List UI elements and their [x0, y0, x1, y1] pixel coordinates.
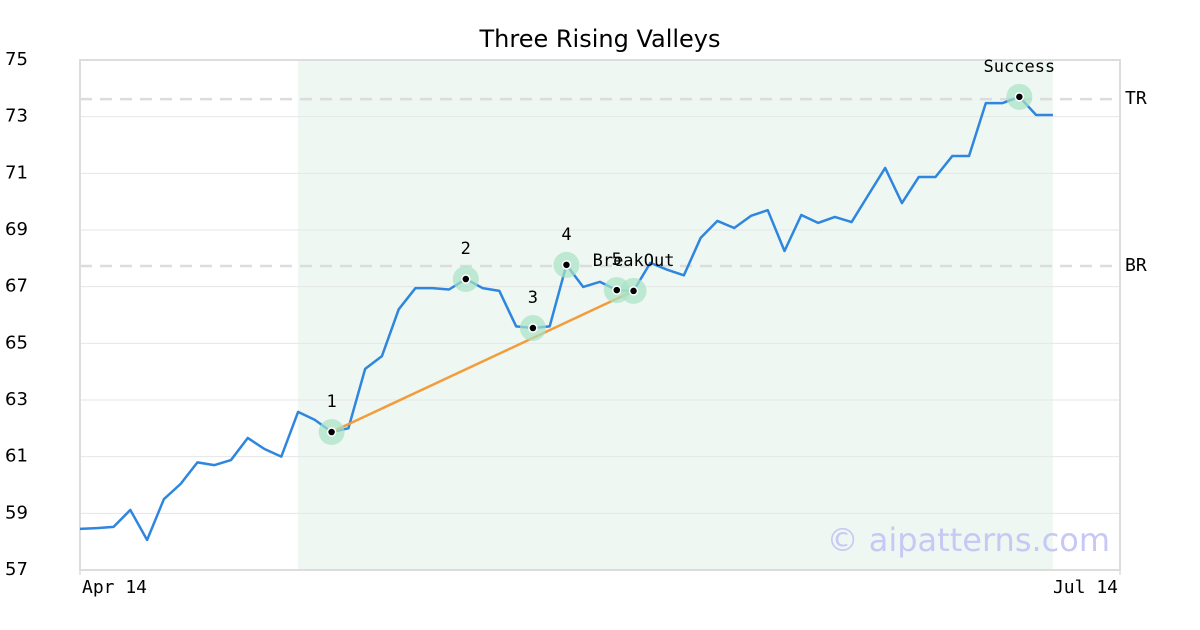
reference-label: BR	[1125, 255, 1147, 276]
pattern-label: 5	[612, 250, 622, 270]
y-tick-label: 75	[5, 49, 28, 70]
y-tick-label: 71	[5, 162, 28, 183]
y-tick-label: 61	[5, 446, 28, 467]
highlight-region	[298, 60, 1053, 570]
y-tick-label: 63	[5, 389, 28, 410]
trend-line	[331, 289, 635, 434]
pattern-label: BreakOut	[593, 251, 675, 271]
pattern-point	[561, 260, 572, 270]
plot-border	[79, 59, 1121, 571]
chart-title: Three Rising Valleys	[478, 25, 720, 53]
pattern-point	[528, 323, 538, 333]
pattern-point	[461, 274, 471, 284]
pattern-label: 3	[528, 288, 538, 308]
pattern-point	[612, 285, 622, 295]
y-tick-label: 59	[5, 502, 28, 523]
watermark: © aipatterns.com	[827, 521, 1110, 559]
y-tick-label: 57	[5, 559, 28, 580]
y-tick-label: 65	[5, 332, 28, 353]
pattern-label: 4	[561, 225, 571, 245]
y-tick-label: 73	[5, 106, 28, 127]
pattern-label: Success	[984, 57, 1056, 77]
pattern-label: 2	[461, 239, 471, 259]
pattern-point	[628, 286, 639, 296]
x-tick-label: Apr 14	[82, 577, 147, 598]
reference-label: TR	[1125, 88, 1147, 109]
pattern-point	[1014, 92, 1025, 102]
y-tick-label: 69	[5, 219, 28, 240]
x-tick-label: Jul 14	[1053, 577, 1118, 598]
pattern-point	[326, 427, 337, 437]
pattern-label: 1	[326, 392, 336, 412]
y-tick-label: 67	[5, 276, 28, 297]
